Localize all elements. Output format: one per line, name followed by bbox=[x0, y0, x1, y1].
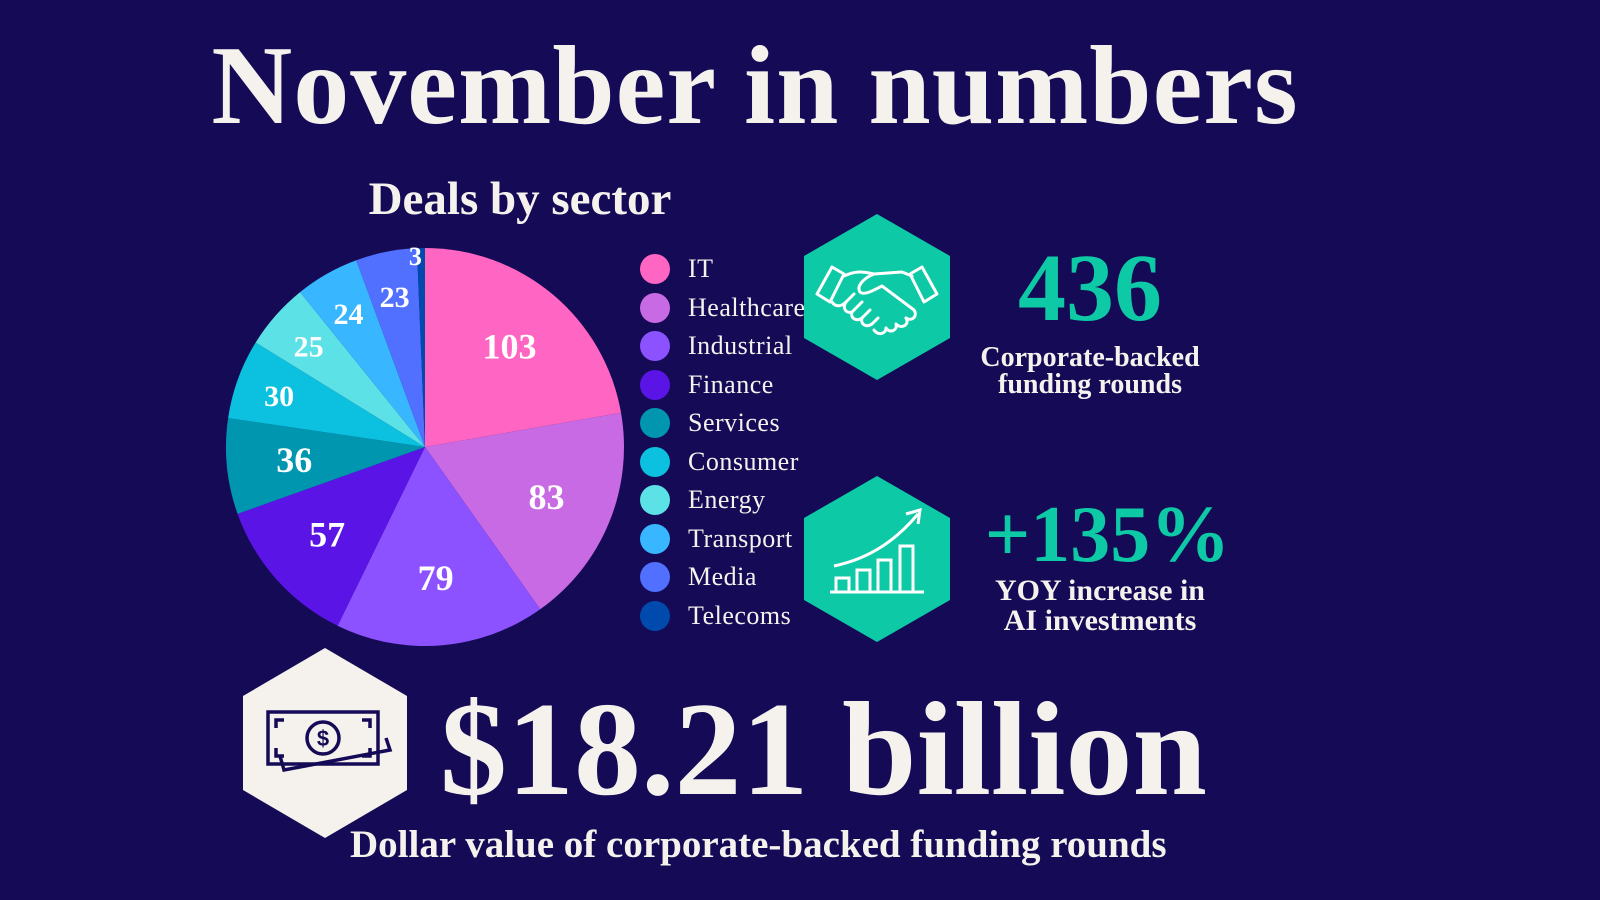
legend-item-transport: Transport bbox=[640, 520, 806, 559]
deals-count: 436 bbox=[1018, 234, 1162, 341]
banknote-icon: $ bbox=[243, 648, 407, 838]
legend-item-industrial: Industrial bbox=[640, 327, 806, 366]
pie-slice-finance bbox=[237, 447, 425, 626]
ai-caption: YOY increase in AI investments bbox=[955, 576, 1245, 636]
deals-caption: Corporate-backed funding rounds bbox=[950, 342, 1230, 400]
chart-title: Deals by sector bbox=[368, 173, 672, 225]
pie-label-healthcare: 83 bbox=[528, 477, 564, 517]
legend-swatch bbox=[640, 331, 670, 362]
pie-slice-energy bbox=[255, 292, 425, 447]
pie-slice-consumer bbox=[228, 342, 425, 447]
deals-caption-line2: funding rounds bbox=[998, 369, 1182, 400]
pie-slice-transport bbox=[300, 260, 425, 447]
legend-item-telecoms: Telecoms bbox=[640, 597, 806, 636]
legend-swatch bbox=[640, 485, 670, 516]
ai-growth-value: +135% bbox=[984, 491, 1231, 579]
pie-label-finance: 57 bbox=[309, 515, 345, 555]
legend-label: Telecoms bbox=[688, 600, 792, 630]
pie-label-services: 36 bbox=[276, 440, 312, 480]
legend-label: Media bbox=[688, 562, 757, 592]
dollar-value: $18.21 billion bbox=[440, 675, 1207, 823]
page-title: November in numbers bbox=[211, 24, 1299, 148]
pie-label-telecoms: 3 bbox=[409, 242, 422, 271]
legend-label: Industrial bbox=[688, 331, 793, 361]
legend-swatch bbox=[640, 600, 670, 631]
legend-swatch bbox=[640, 562, 670, 593]
dollar-caption: Dollar value of corporate-backed funding… bbox=[350, 823, 1167, 866]
pie-slice-telecoms bbox=[416, 248, 425, 447]
legend-item-energy: Energy bbox=[640, 481, 806, 520]
pie-label-energy: 25 bbox=[294, 330, 324, 363]
legend-label: Transport bbox=[688, 523, 793, 553]
growth-chart-icon bbox=[804, 476, 950, 642]
deals-caption-line1: Corporate-backed bbox=[980, 342, 1200, 373]
pie-label-it: 103 bbox=[482, 326, 536, 366]
legend-swatch bbox=[640, 408, 670, 439]
handshake-icon bbox=[804, 214, 950, 380]
pie-label-transport: 24 bbox=[333, 298, 363, 331]
legend-swatch bbox=[640, 446, 670, 477]
pie-label-media: 23 bbox=[380, 281, 410, 314]
ai-caption-line2: AI investments bbox=[1003, 604, 1197, 637]
legend-swatch bbox=[640, 292, 670, 323]
pie-label-consumer: 30 bbox=[264, 380, 294, 413]
legend-label: Healthcare bbox=[688, 292, 806, 322]
pie-slice-industrial bbox=[337, 447, 541, 646]
legend-label: Services bbox=[688, 408, 781, 438]
legend-label: IT bbox=[688, 254, 714, 284]
legend: IT Healthcare Industrial Finance Services Con… bbox=[640, 250, 806, 635]
pie-slice-it bbox=[425, 248, 622, 447]
legend-label: Energy bbox=[688, 485, 766, 515]
svg-text:$: $ bbox=[317, 726, 329, 751]
ai-caption-line1: YOY increase in bbox=[995, 574, 1205, 607]
legend-swatch bbox=[640, 523, 670, 554]
legend-item-media: Media bbox=[640, 558, 806, 597]
legend-item-consumer: Consumer bbox=[640, 443, 806, 482]
legend-item-healthcare: Healthcare bbox=[640, 289, 806, 328]
pie-slice-services bbox=[225, 418, 425, 514]
pie-label-industrial: 79 bbox=[418, 558, 454, 598]
legend-swatch bbox=[640, 369, 670, 400]
pie-slice-media bbox=[356, 248, 425, 447]
legend-item-services: Services bbox=[640, 404, 806, 443]
legend-label: Finance bbox=[688, 369, 774, 399]
pie-slice-healthcare bbox=[425, 412, 624, 610]
legend-item-it: IT bbox=[640, 250, 806, 289]
legend-item-finance: Finance bbox=[640, 366, 806, 405]
legend-swatch bbox=[640, 254, 670, 285]
legend-label: Consumer bbox=[688, 446, 799, 476]
